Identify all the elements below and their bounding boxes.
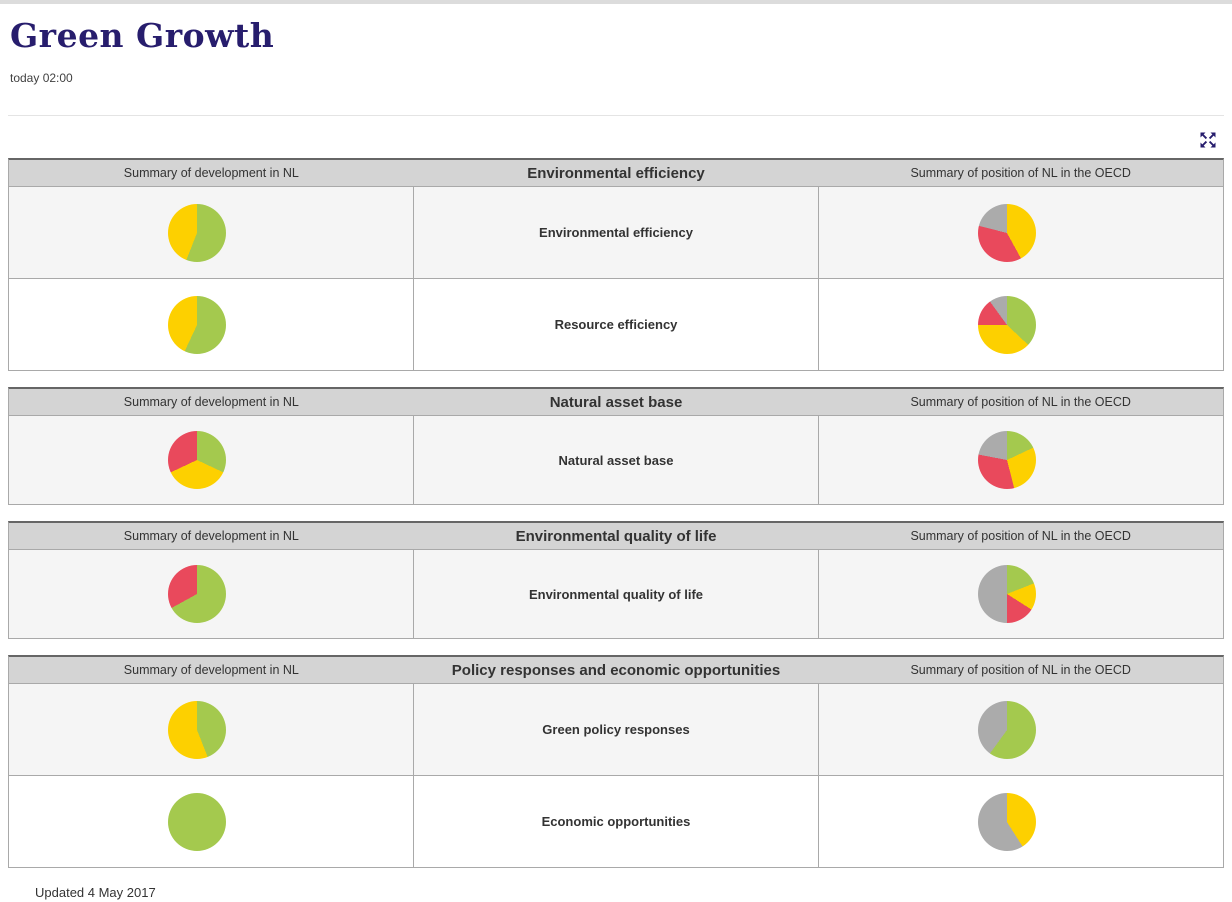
- summary-table-policy-responses: Summary of development in NL Policy resp…: [8, 655, 1224, 868]
- page-container: Green Growth today 02:00 Summary of deve…: [0, 16, 1232, 900]
- row-label: Natural asset base: [558, 452, 674, 468]
- table-row: Natural asset base: [9, 416, 1223, 504]
- oecd-pie-cell: [819, 550, 1223, 638]
- table-header: Summary of development in NL Policy resp…: [9, 657, 1223, 684]
- top-bar: [0, 0, 1232, 4]
- indicator-label-cell: Green policy responses: [413, 684, 819, 775]
- pie-chart-development: [168, 295, 226, 354]
- row-label: Environmental efficiency: [539, 225, 693, 240]
- divider: [8, 115, 1224, 116]
- pie-chart-oecd: [978, 295, 1036, 354]
- column-header-development: Summary of development in NL: [123, 663, 299, 677]
- development-pie-cell: [9, 416, 413, 504]
- row-label: Environmental quality of life: [528, 586, 704, 602]
- column-header-oecd: Summary of position of NL in the OECD: [910, 529, 1131, 543]
- pie-chart-development: [168, 203, 226, 262]
- development-pie-cell: [9, 684, 413, 775]
- column-header-development: Summary of development in NL: [123, 529, 299, 543]
- page-subtitle: today 02:00: [10, 71, 73, 85]
- column-header-oecd: Summary of position of NL in the OECD: [910, 166, 1131, 180]
- pie-chart-development: [168, 431, 226, 489]
- section-title: Environmental quality of life: [515, 527, 717, 545]
- summary-table-natural-asset-base: Summary of development in NL Natural ass…: [8, 387, 1224, 505]
- row-label: Resource efficiency: [554, 317, 678, 332]
- section-title: Environmental efficiency: [527, 164, 705, 182]
- table-header: Summary of development in NL Environment…: [9, 523, 1223, 550]
- oecd-pie-cell: [819, 776, 1223, 867]
- development-pie-cell: [9, 187, 413, 278]
- development-pie-cell: [9, 776, 413, 867]
- section-title: Natural asset base: [549, 393, 683, 411]
- page-title: Green Growth: [10, 16, 275, 55]
- updated-date: Updated 4 May 2017: [35, 885, 156, 900]
- table-row: Green policy responses: [9, 684, 1223, 775]
- table-row: Environmental quality of life: [9, 550, 1223, 638]
- development-pie-cell: [9, 279, 413, 370]
- table-header: Summary of development in NL Natural ass…: [9, 389, 1223, 416]
- table-row: Economic opportunities: [9, 775, 1223, 867]
- oecd-pie-cell: [819, 187, 1223, 278]
- pie-chart-oecd: [978, 565, 1036, 623]
- indicator-label-cell: Environmental efficiency: [413, 187, 819, 278]
- indicator-label-cell: Natural asset base: [413, 416, 819, 504]
- section-title: Policy responses and economic opportunit…: [451, 661, 781, 679]
- oecd-pie-cell: [819, 416, 1223, 504]
- pie-chart-oecd: [978, 792, 1036, 851]
- row-label: Economic opportunities: [541, 814, 691, 829]
- table-header: Summary of development in NL Environment…: [9, 160, 1223, 187]
- table-row: Resource efficiency: [9, 278, 1223, 370]
- pie-chart-development: [168, 792, 226, 851]
- column-header-development: Summary of development in NL: [123, 395, 299, 409]
- pie-chart-development: [168, 565, 226, 623]
- summary-table-environmental-quality-of-life: Summary of development in NL Environment…: [8, 521, 1224, 639]
- column-header-development: Summary of development in NL: [123, 166, 299, 180]
- indicator-label-cell: Environmental quality of life: [413, 550, 819, 638]
- pie-chart-oecd: [978, 431, 1036, 489]
- expand-arrows-icon[interactable]: [1198, 130, 1218, 150]
- row-label: Green policy responses: [542, 722, 690, 737]
- oecd-pie-cell: [819, 684, 1223, 775]
- oecd-pie-cell: [819, 279, 1223, 370]
- indicator-label-cell: Resource efficiency: [413, 279, 819, 370]
- indicator-label-cell: Economic opportunities: [413, 776, 819, 867]
- toolbar: [8, 116, 1224, 158]
- pie-chart-oecd: [978, 203, 1036, 262]
- development-pie-cell: [9, 550, 413, 638]
- pie-chart-development: [168, 700, 226, 759]
- summary-table-environmental-efficiency: Summary of development in NL Environment…: [8, 158, 1224, 371]
- pie-chart-oecd: [978, 700, 1036, 759]
- table-row: Environmental efficiency: [9, 187, 1223, 278]
- column-header-oecd: Summary of position of NL in the OECD: [910, 395, 1131, 409]
- column-header-oecd: Summary of position of NL in the OECD: [910, 663, 1131, 677]
